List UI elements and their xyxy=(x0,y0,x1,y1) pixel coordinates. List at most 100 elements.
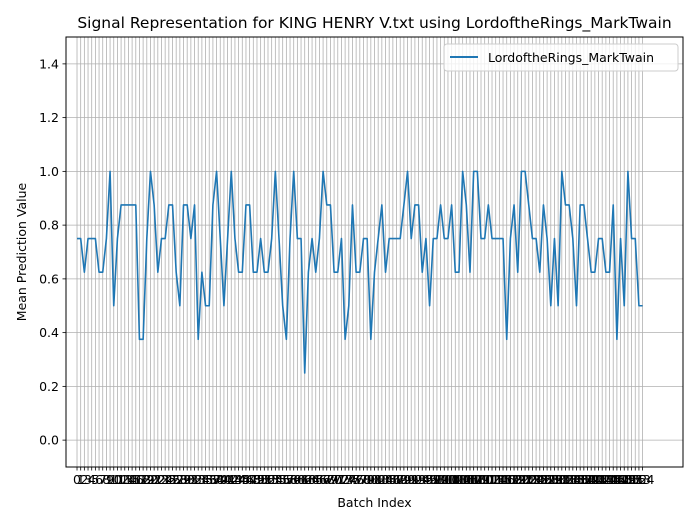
x-tick-label: 91 xyxy=(403,472,419,487)
x-tick-label: 6 xyxy=(95,472,103,487)
x-tick-label: 8 xyxy=(102,472,110,487)
x-tick-label: 22 xyxy=(150,472,166,487)
x-tick-label: 50 xyxy=(253,472,269,487)
x-tick-label: 116 xyxy=(491,472,515,487)
x-tick-label: 135 xyxy=(561,472,585,487)
x-tick-label: 128 xyxy=(535,472,559,487)
x-tick-label: 12 xyxy=(113,472,129,487)
y-tick-label: 0.6 xyxy=(39,271,59,286)
x-tick-label: 79 xyxy=(359,472,375,487)
x-tick-label: 11 xyxy=(109,472,125,487)
x-tick-label: 93 xyxy=(411,472,427,487)
x-tick-label: 62 xyxy=(297,472,313,487)
x-tick-label: 84 xyxy=(378,472,394,487)
x-tick-label: 32 xyxy=(187,472,203,487)
x-tick-label: 68 xyxy=(319,472,335,487)
x-tick-label: 94 xyxy=(414,472,430,487)
x-tick-label: 142 xyxy=(587,472,611,487)
x-tick-label: 101 xyxy=(436,472,460,487)
x-tick-label: 108 xyxy=(462,472,486,487)
x-tick-label: 44 xyxy=(231,472,247,487)
x-tick-label: 24 xyxy=(157,472,173,487)
x-tick-label: 86 xyxy=(385,472,401,487)
x-tick-label: 69 xyxy=(322,472,338,487)
y-tick-label: 0.8 xyxy=(39,218,59,233)
x-tick-label: 98 xyxy=(429,472,445,487)
x-tick-label: 58 xyxy=(282,472,298,487)
x-tick-label: 21 xyxy=(146,472,162,487)
x-tick-label: 39 xyxy=(212,472,228,487)
x-tick-label: 65 xyxy=(308,472,324,487)
x-tick-label: 127 xyxy=(532,472,556,487)
x-tick-label: 55 xyxy=(271,472,287,487)
x-tick-label: 36 xyxy=(201,472,217,487)
y-tick-label: 1.2 xyxy=(39,110,59,125)
x-tick-label: 48 xyxy=(245,472,261,487)
legend-box xyxy=(443,43,679,72)
x-axis-label: Batch Index xyxy=(337,495,411,510)
x-tick-label: 16 xyxy=(128,472,144,487)
x-tick-label: 52 xyxy=(260,472,276,487)
x-tick-label: 29 xyxy=(176,472,192,487)
x-tick-label: 97 xyxy=(425,472,441,487)
x-tick-label: 25 xyxy=(161,472,177,487)
x-tick-label: 70 xyxy=(326,472,342,487)
x-tick-label: 10 xyxy=(106,472,122,487)
x-tick-label: 85 xyxy=(381,472,397,487)
x-tick-label: 154 xyxy=(631,472,655,487)
x-tick-label: 90 xyxy=(400,472,416,487)
x-tick-label: 149 xyxy=(612,472,636,487)
x-tick-label: 109 xyxy=(465,472,489,487)
y-tick-label: 0.0 xyxy=(39,433,59,448)
x-tick-label: 75 xyxy=(345,472,361,487)
x-tick-label: 106 xyxy=(454,472,478,487)
legend: LordoftheRings_MarkTwain xyxy=(443,43,679,72)
y-tick-label: 1.4 xyxy=(39,56,59,71)
x-tick-label: 153 xyxy=(627,472,651,487)
x-tick-label: 107 xyxy=(458,472,482,487)
x-tick-label: 140 xyxy=(579,472,603,487)
x-tick-label: 34 xyxy=(194,472,210,487)
x-tick-label: 72 xyxy=(333,472,349,487)
x-tick-label: 100 xyxy=(432,472,456,487)
x-tick-label: 150 xyxy=(616,472,640,487)
y-tick-label: 0.2 xyxy=(39,379,59,394)
x-tick-label: 23 xyxy=(154,472,170,487)
x-tick-label: 80 xyxy=(363,472,379,487)
x-tick-label: 9 xyxy=(106,472,114,487)
x-tick-label: 57 xyxy=(278,472,294,487)
x-tick-label: 2 xyxy=(80,472,88,487)
legend-label: LordoftheRings_MarkTwain xyxy=(488,50,654,65)
x-tick-label: 4 xyxy=(88,472,96,487)
x-tick-label: 92 xyxy=(407,472,423,487)
x-tick-label: 13 xyxy=(117,472,133,487)
x-tick-label: 33 xyxy=(190,472,206,487)
x-tick-label: 134 xyxy=(557,472,581,487)
x-tick-label: 73 xyxy=(337,472,353,487)
x-tick-label: 147 xyxy=(605,472,629,487)
x-tick-label: 121 xyxy=(509,472,533,487)
x-tick-label: 139 xyxy=(576,472,600,487)
x-tick-label: 105 xyxy=(451,472,475,487)
x-tick-label: 77 xyxy=(352,472,368,487)
y-axis-ticks: 0.0 0.2 0.4 0.6 0.8 1.0 1.2 1.4 xyxy=(39,56,66,448)
x-tick-label: 43 xyxy=(227,472,243,487)
x-tick-label: 120 xyxy=(506,472,530,487)
x-tick-label: 118 xyxy=(498,472,522,487)
x-tick-label: 114 xyxy=(484,472,508,487)
x-tick-label: 3 xyxy=(84,472,92,487)
x-tick-label: 82 xyxy=(370,472,386,487)
x-tick-label: 131 xyxy=(546,472,570,487)
x-tick-label: 83 xyxy=(374,472,390,487)
y-tick-label: 1.0 xyxy=(39,164,59,179)
x-tick-label: 40 xyxy=(216,472,232,487)
x-tick-label: 38 xyxy=(209,472,225,487)
x-tick-label: 54 xyxy=(267,472,283,487)
x-tick-label: 115 xyxy=(487,472,511,487)
x-tick-label: 74 xyxy=(341,472,357,487)
x-tick-label: 81 xyxy=(367,472,383,487)
x-tick-label: 141 xyxy=(583,472,607,487)
x-tick-label: 67 xyxy=(315,472,331,487)
x-tick-label: 45 xyxy=(234,472,250,487)
